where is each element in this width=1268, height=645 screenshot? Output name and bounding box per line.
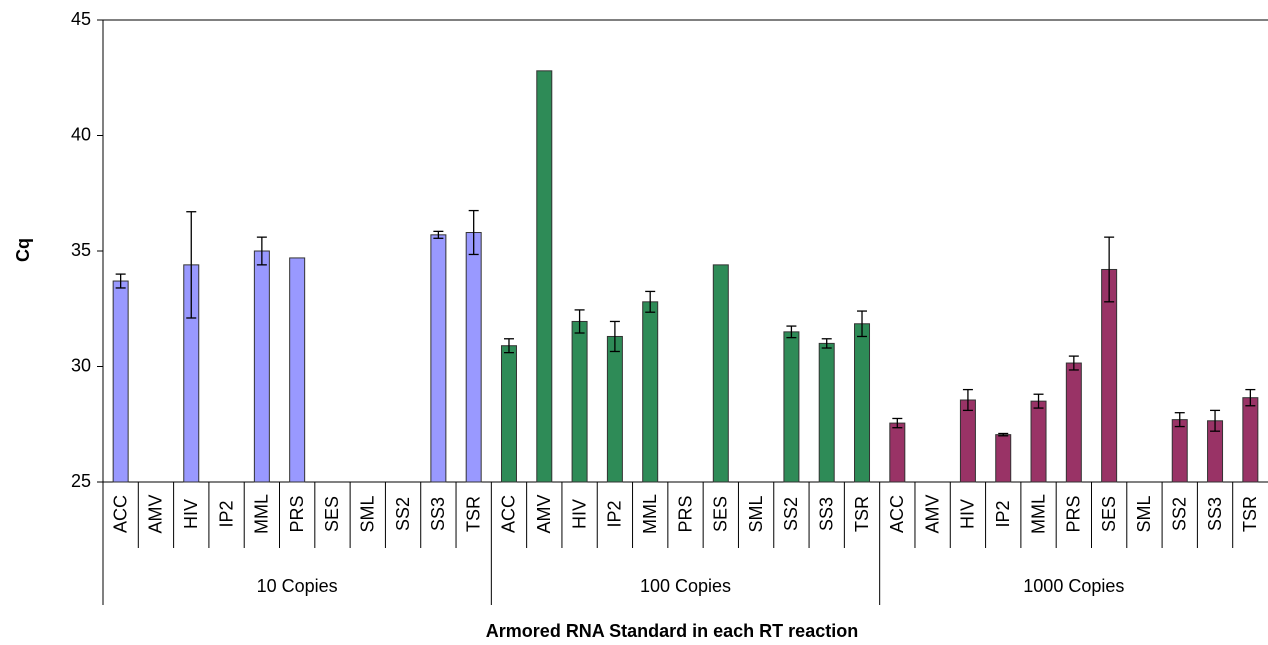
bar [289,257,306,483]
x-tick-label: PRS [287,495,307,532]
x-tick-label: PRS [675,495,695,532]
y-tick-label: 45 [71,9,91,29]
x-tick-label: TSR [1240,496,1260,532]
y-tick-label: 40 [71,124,91,144]
x-tick-label: IP2 [993,500,1013,527]
bar [500,345,517,483]
bar [995,434,1012,483]
x-tick-label: MML [1028,494,1048,534]
y-tick-label: 35 [71,240,91,260]
x-tick-label: SES [711,496,731,532]
x-tick-label: PRS [1064,495,1084,532]
x-tick-label: ACC [110,495,130,533]
x-tick-label: SS2 [781,497,801,531]
x-tick-label: SS3 [816,497,836,531]
x-tick-label: SML [746,495,766,532]
x-tick-label: IP2 [216,500,236,527]
bar [818,342,835,483]
group-label: 10 Copies [257,576,338,596]
bar [959,399,976,483]
y-axis-title: Cq [13,238,33,262]
x-tick-label: SS2 [1169,497,1189,531]
x-tick-label: ACC [499,495,519,533]
bar [854,323,871,483]
group-label: 100 Copies [640,576,731,596]
x-tick-label: SML [358,495,378,532]
x-tick-label: SML [1134,495,1154,532]
x-tick-label: HIV [181,499,201,529]
bar [1065,362,1082,483]
x-tick-label: SS3 [1205,497,1225,531]
bar [606,335,623,483]
x-tick-label: MML [252,494,272,534]
group-label: 1000 Copies [1023,576,1124,596]
bar [465,232,482,483]
x-tick-label: ACC [887,495,907,533]
bar [1030,400,1047,483]
bar [712,264,729,483]
bar [253,250,270,483]
bar [889,422,906,483]
x-tick-label: TSR [463,496,483,532]
x-axis-title: Armored RNA Standard in each RT reaction [486,621,858,641]
x-tick-label: AMV [922,494,942,533]
x-tick-label: TSR [852,496,872,532]
x-tick-label: IP2 [605,500,625,527]
bar [571,320,588,483]
x-tick-label: MML [640,494,660,534]
x-tick-label: SS2 [393,497,413,531]
bar [536,70,553,483]
y-tick-label: 25 [71,471,91,491]
bar [642,301,659,483]
x-tick-label: HIV [958,499,978,529]
x-tick-label: SS3 [428,497,448,531]
bar [1242,397,1259,483]
x-tick-label: SES [322,496,342,532]
bar [1171,419,1188,483]
x-tick-label: HIV [569,499,589,529]
x-tick-label: SES [1099,496,1119,532]
bar [430,234,447,483]
x-tick-label: AMV [146,494,166,533]
bar [783,331,800,483]
bar [112,280,129,483]
y-tick-label: 30 [71,355,91,375]
x-tick-label: AMV [534,494,554,533]
